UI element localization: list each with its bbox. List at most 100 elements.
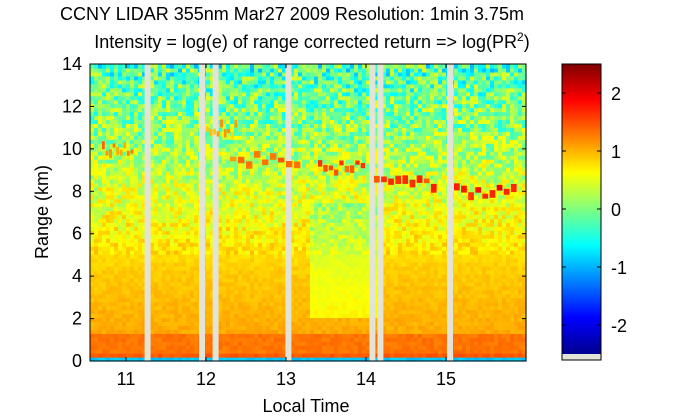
heatmap-cell <box>206 226 211 231</box>
heatmap-cell <box>266 281 271 287</box>
heatmap-cell <box>422 222 427 227</box>
heatmap-cell <box>434 242 439 247</box>
heatmap-cell <box>402 242 407 247</box>
heatmap-cell <box>430 309 435 315</box>
heatmap-cell <box>498 325 503 330</box>
heatmap-cell <box>154 242 159 247</box>
heatmap-cell <box>174 214 179 220</box>
heatmap-cell <box>434 309 439 315</box>
heatmap-cell <box>342 250 347 255</box>
heatmap-cell <box>410 297 415 303</box>
heatmap-cell <box>518 325 523 330</box>
heatmap-cell <box>126 210 131 216</box>
heatmap-cell <box>142 190 147 196</box>
heatmap-cell <box>514 262 519 267</box>
heatmap-cell <box>314 190 319 196</box>
heatmap-cell <box>374 238 379 243</box>
heatmap-cell <box>294 321 299 326</box>
heatmap-cell <box>434 230 439 235</box>
heatmap-cell <box>94 242 99 247</box>
heatmap-cell <box>278 353 283 358</box>
heatmap-cell <box>410 293 415 299</box>
heatmap-cell <box>350 321 355 326</box>
heatmap-cell <box>430 198 435 204</box>
heatmap-cell <box>178 218 183 223</box>
heatmap-cell <box>398 234 403 239</box>
heatmap-cell <box>462 277 467 283</box>
heatmap-cell <box>522 234 527 239</box>
heatmap-cell <box>222 269 227 275</box>
heatmap-cell <box>282 242 287 247</box>
heatmap-cell <box>422 301 427 307</box>
heatmap-cell <box>90 210 95 216</box>
heatmap-cell <box>398 210 403 216</box>
heatmap-cell <box>314 206 319 212</box>
heatmap-cell <box>354 309 359 315</box>
heatmap-cell <box>394 250 399 255</box>
heatmap-cell <box>290 309 295 315</box>
heatmap-cell <box>338 214 343 220</box>
heatmap-cell <box>458 277 463 283</box>
heatmap-cell <box>330 297 335 303</box>
heatmap-cell <box>194 321 199 326</box>
heatmap-cell <box>242 317 247 322</box>
heatmap-cell <box>334 345 339 350</box>
heatmap-cell <box>454 345 459 350</box>
heatmap-cell <box>454 226 459 231</box>
heatmap-cell <box>274 222 279 227</box>
heatmap-cell <box>154 234 159 239</box>
heatmap-cell <box>290 226 295 231</box>
heatmap-cell <box>518 250 523 255</box>
heatmap-cell <box>230 309 235 315</box>
heatmap-cell <box>498 281 503 287</box>
heatmap-cell <box>230 297 235 303</box>
heatmap-cell <box>166 281 171 287</box>
heatmap-cell <box>330 289 335 295</box>
heatmap-cell <box>494 301 499 307</box>
heatmap-cell <box>182 194 187 200</box>
heatmap-cell <box>270 198 275 204</box>
heatmap-cell <box>194 273 199 279</box>
heatmap-cell <box>490 325 495 330</box>
heatmap-cell <box>262 258 267 263</box>
heatmap-cell <box>126 202 131 208</box>
heatmap-cell <box>354 317 359 322</box>
heatmap-cell <box>426 262 431 267</box>
heatmap-cell <box>122 210 127 216</box>
heatmap-cell <box>366 222 371 227</box>
heatmap-cell <box>106 309 111 315</box>
heatmap-cell <box>406 293 411 299</box>
heatmap-cell <box>190 226 195 231</box>
heatmap-cell <box>310 186 315 192</box>
heatmap-cell <box>346 285 351 291</box>
heatmap-cell <box>134 281 139 287</box>
heatmap-cell <box>326 182 331 188</box>
heatmap-cell <box>278 349 283 354</box>
heatmap-cell <box>386 281 391 287</box>
heatmap-cell <box>278 194 283 200</box>
heatmap-cell <box>514 345 519 350</box>
heatmap-cell <box>362 194 367 200</box>
heatmap-cell <box>250 178 255 184</box>
heatmap-cell <box>406 357 411 362</box>
heatmap-cell <box>434 341 439 346</box>
heatmap-cell <box>154 226 159 231</box>
heatmap-cell <box>166 250 171 255</box>
heatmap-cell <box>386 309 391 315</box>
heatmap-cell <box>230 230 235 235</box>
heatmap-cell <box>234 182 239 188</box>
heatmap-cell <box>414 349 419 354</box>
heatmap-cell <box>486 349 491 354</box>
heatmap-cell <box>194 333 199 338</box>
heatmap-cell <box>130 226 135 231</box>
heatmap-cell <box>174 238 179 243</box>
heatmap-cell <box>402 301 407 307</box>
heatmap-cell <box>258 357 263 362</box>
heatmap-cell <box>486 289 491 295</box>
heatmap-cell <box>386 190 391 196</box>
heatmap-cell <box>338 341 343 346</box>
heatmap-cell <box>158 329 163 334</box>
heatmap-cell <box>502 210 507 216</box>
heatmap-cell <box>342 289 347 295</box>
